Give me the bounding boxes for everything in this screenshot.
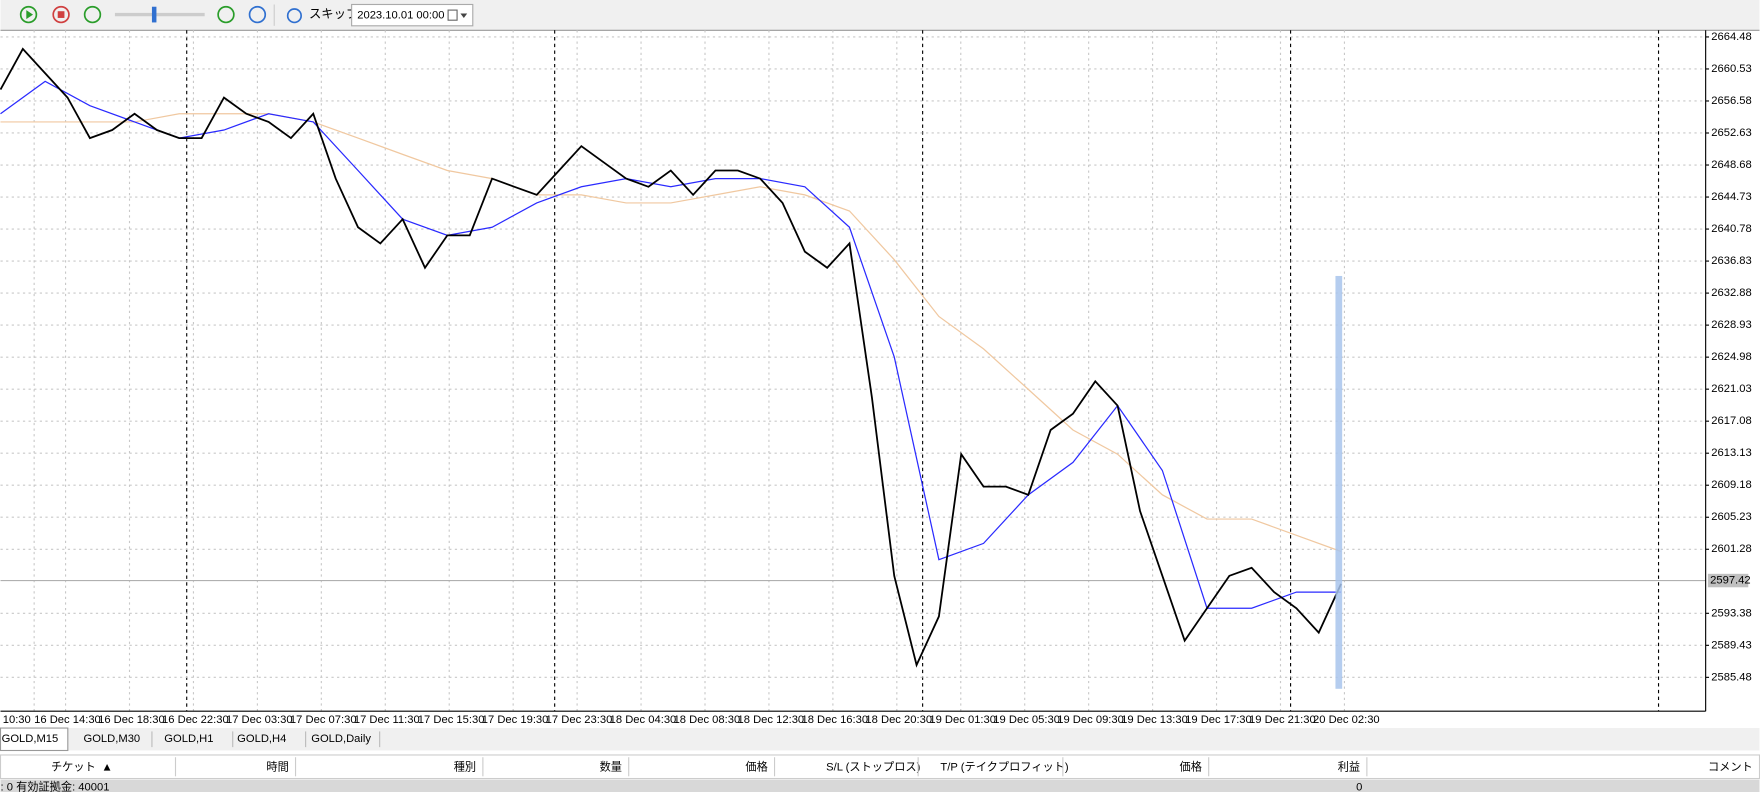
dropdown-arrow[interactable] bbox=[460, 13, 468, 18]
tab-label[interactable]: GOLD,H4 bbox=[237, 733, 286, 745]
y-tick-label: 2664.48 bbox=[1711, 31, 1752, 43]
table: チケット 時間 種別 数量 価格 S/L (ストップロス) T/P (テイクプロフィット) 価… bbox=[0, 757, 1753, 792]
x-tick-label: 18 Dec 08:30 bbox=[674, 714, 741, 726]
play-icon bbox=[26, 10, 34, 20]
column-header[interactable]: T/P (テイクプロフィット) bbox=[940, 760, 1068, 773]
column-header[interactable]: 数量 bbox=[600, 759, 622, 773]
current-price-label: 2597.42 bbox=[1710, 575, 1751, 587]
y-tick-label: 2636.83 bbox=[1711, 255, 1752, 267]
x-tick-label: 19 Dec 21:30 bbox=[1249, 714, 1316, 726]
toolbar bbox=[0, 0, 1760, 31]
x-tick-label: 17 Dec 19:30 bbox=[482, 714, 549, 726]
y-tick-label: 2628.93 bbox=[1711, 319, 1752, 331]
y-tick-label: 2640.78 bbox=[1711, 223, 1752, 235]
tabs: GOLD,M15 GOLD,M30 GOLD,H1 GOLD,H4 GOLD,Daily bbox=[0, 727, 381, 752]
play-button[interactable] bbox=[19, 5, 38, 24]
column-header[interactable]: S/L (ストップロス) bbox=[826, 760, 920, 773]
x-tick-label: 17 Dec 23:30 bbox=[546, 714, 613, 726]
cursor-highlight bbox=[1335, 275, 1343, 689]
date-value[interactable]: 2023.10.01 00:00 bbox=[357, 10, 444, 22]
x-tick-label: 10:30 bbox=[3, 714, 31, 726]
x-tick-label: 19 Dec 17:30 bbox=[1185, 714, 1252, 726]
x-tick-label: 17 Dec 11:30 bbox=[354, 714, 420, 726]
column-header[interactable]: 利益 bbox=[1338, 759, 1360, 773]
skip-label[interactable]: スキップ bbox=[309, 7, 359, 21]
column-header[interactable]: 種別 bbox=[454, 759, 476, 773]
y-tick-label: 2652.63 bbox=[1711, 127, 1752, 139]
x-tick-label: 17 Dec 07:30 bbox=[290, 714, 357, 726]
y-tick-label: 2624.98 bbox=[1711, 351, 1752, 363]
column-header[interactable]: 時間 bbox=[266, 760, 288, 773]
y-tick-label: 2644.73 bbox=[1711, 191, 1752, 203]
y-tick-label: 2660.53 bbox=[1711, 63, 1752, 75]
x-tick-label: 19 Dec 09:30 bbox=[1057, 714, 1124, 726]
tab-label[interactable]: GOLD,H1 bbox=[164, 733, 213, 745]
sort-arrow bbox=[103, 763, 111, 771]
stop-button[interactable] bbox=[52, 5, 70, 24]
rewind-button[interactable] bbox=[83, 5, 102, 24]
slider-thumb[interactable] bbox=[151, 6, 157, 23]
y-tick-label: 2605.23 bbox=[1711, 511, 1752, 523]
y-tick-label: 2613.13 bbox=[1711, 447, 1752, 459]
x-tick-label: 18 Dec 16:30 bbox=[801, 714, 868, 726]
column-header[interactable]: 価格 bbox=[1180, 759, 1202, 773]
tab-bar bbox=[0, 728, 1760, 751]
y-tick-label: 2593.38 bbox=[1711, 607, 1752, 619]
tab-label[interactable]: GOLD,M15 bbox=[2, 733, 59, 745]
y-tick-label: 2617.08 bbox=[1711, 415, 1752, 427]
y-tick-label: 2585.48 bbox=[1711, 671, 1752, 683]
column-header[interactable]: チケット bbox=[51, 760, 96, 773]
y-tick-label: 2632.88 bbox=[1711, 287, 1752, 299]
skip-icon[interactable] bbox=[286, 8, 302, 24]
x-tick-label: 16 Dec 22:30 bbox=[162, 714, 229, 726]
stop-icon bbox=[57, 11, 65, 18]
active-tab[interactable] bbox=[0, 727, 69, 752]
x-tick-label: 19 Dec 05:30 bbox=[993, 714, 1060, 726]
y-tick-label: 2609.18 bbox=[1711, 479, 1752, 491]
y-tick-label: 2621.03 bbox=[1711, 383, 1752, 395]
calendar-icon[interactable] bbox=[447, 9, 458, 21]
date-box[interactable] bbox=[351, 3, 474, 27]
x-tick-label: 18 Dec 04:30 bbox=[610, 714, 677, 726]
profit-value: 0 bbox=[1356, 781, 1362, 792]
price-line bbox=[0, 80, 1342, 609]
price-line bbox=[0, 47, 1342, 668]
x-tick-label: 19 Dec 01:30 bbox=[929, 714, 996, 726]
table-row bbox=[0, 779, 1760, 792]
y-tick-label: 2601.28 bbox=[1711, 543, 1752, 555]
step-button[interactable] bbox=[248, 5, 267, 24]
price-line bbox=[0, 113, 1342, 553]
x-tick-label: 20 Dec 02:30 bbox=[1313, 714, 1380, 726]
tab-label[interactable]: GOLD,M30 bbox=[84, 733, 141, 745]
column-header[interactable]: コメント bbox=[1708, 761, 1753, 773]
y-tick-label: 2648.68 bbox=[1711, 159, 1752, 171]
y-tick-label: 2656.58 bbox=[1711, 95, 1752, 107]
x-tick-label: 19 Dec 13:30 bbox=[1121, 714, 1188, 726]
balance-text: : 0 有効証拠金: 40001 bbox=[0, 779, 109, 792]
x-tick-label: 16 Dec 14:30 bbox=[34, 714, 101, 726]
tab-label[interactable]: GOLD,Daily bbox=[311, 733, 371, 745]
x-tick-label: 17 Dec 15:30 bbox=[418, 714, 485, 726]
current-price-box bbox=[1707, 573, 1749, 588]
x-tick-label: 18 Dec 12:30 bbox=[738, 714, 805, 726]
x-tick-label: 18 Dec 20:30 bbox=[865, 714, 932, 726]
x-tick-label: 16 Dec 18:30 bbox=[98, 714, 165, 726]
forward-button[interactable] bbox=[217, 5, 235, 24]
column-header[interactable]: 価格 bbox=[745, 759, 767, 773]
y-tick-label: 2589.43 bbox=[1711, 639, 1752, 651]
x-tick-label: 17 Dec 03:30 bbox=[226, 714, 293, 726]
